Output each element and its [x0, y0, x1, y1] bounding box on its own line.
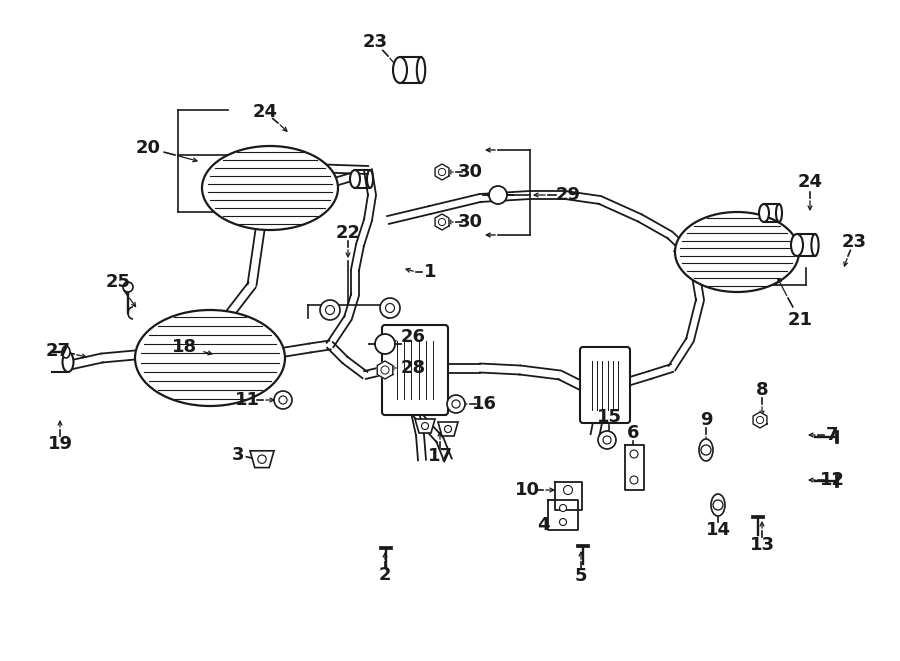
Text: 21: 21 — [788, 311, 813, 329]
Polygon shape — [435, 214, 449, 230]
Text: 30: 30 — [457, 213, 482, 231]
Text: 30: 30 — [457, 163, 482, 181]
Polygon shape — [435, 164, 449, 180]
FancyBboxPatch shape — [580, 347, 630, 423]
Text: 12: 12 — [820, 471, 844, 489]
Ellipse shape — [135, 310, 285, 406]
Text: 16: 16 — [472, 395, 497, 413]
Circle shape — [274, 391, 292, 409]
Text: 25: 25 — [105, 273, 130, 291]
Circle shape — [603, 436, 611, 444]
Text: 22: 22 — [336, 224, 361, 242]
Circle shape — [421, 422, 428, 430]
Circle shape — [713, 500, 723, 510]
Circle shape — [380, 298, 400, 318]
Circle shape — [560, 504, 566, 512]
Circle shape — [563, 485, 572, 494]
Text: 23: 23 — [842, 233, 867, 251]
Circle shape — [320, 300, 340, 320]
Polygon shape — [415, 419, 435, 433]
Text: 24: 24 — [797, 173, 823, 191]
Polygon shape — [250, 451, 274, 467]
Ellipse shape — [62, 346, 70, 358]
Text: 20: 20 — [136, 139, 160, 157]
Circle shape — [452, 400, 460, 408]
Circle shape — [598, 431, 616, 449]
Text: 27: 27 — [46, 342, 70, 360]
Text: 2: 2 — [379, 566, 392, 584]
Circle shape — [489, 186, 507, 204]
Circle shape — [701, 445, 711, 455]
Text: 23: 23 — [363, 33, 388, 51]
Text: 28: 28 — [400, 359, 426, 377]
Text: 6: 6 — [626, 424, 639, 442]
Text: 9: 9 — [700, 411, 712, 429]
Text: 7: 7 — [826, 426, 838, 444]
Ellipse shape — [791, 234, 803, 256]
Text: 29: 29 — [555, 186, 580, 204]
Text: 4: 4 — [536, 516, 549, 534]
Text: 5: 5 — [575, 567, 587, 585]
Circle shape — [756, 416, 763, 424]
Circle shape — [381, 366, 389, 374]
Ellipse shape — [759, 204, 769, 222]
Polygon shape — [625, 445, 644, 490]
Circle shape — [560, 518, 566, 525]
Text: 18: 18 — [173, 338, 198, 356]
Ellipse shape — [62, 352, 74, 372]
Circle shape — [438, 169, 446, 176]
Ellipse shape — [350, 170, 360, 188]
FancyBboxPatch shape — [382, 325, 448, 415]
Polygon shape — [555, 482, 582, 510]
Circle shape — [630, 476, 638, 484]
Text: 26: 26 — [400, 328, 426, 346]
Polygon shape — [377, 361, 392, 379]
Circle shape — [630, 450, 638, 458]
Text: 17: 17 — [428, 447, 453, 465]
Text: 24: 24 — [253, 103, 277, 121]
Circle shape — [279, 396, 287, 404]
Ellipse shape — [699, 439, 713, 461]
Text: 19: 19 — [48, 435, 73, 453]
Circle shape — [326, 305, 335, 315]
Circle shape — [385, 303, 394, 313]
Circle shape — [257, 455, 266, 463]
Text: 14: 14 — [706, 521, 731, 539]
Text: 8: 8 — [756, 381, 769, 399]
Ellipse shape — [202, 146, 338, 230]
Circle shape — [447, 395, 465, 413]
Polygon shape — [438, 422, 458, 436]
Circle shape — [445, 426, 452, 432]
Circle shape — [123, 282, 133, 292]
Text: 13: 13 — [750, 536, 775, 554]
Text: 15: 15 — [597, 408, 622, 426]
Text: 1: 1 — [424, 263, 436, 281]
Polygon shape — [753, 412, 767, 428]
Text: 3: 3 — [232, 446, 244, 464]
Ellipse shape — [711, 494, 725, 516]
Circle shape — [375, 334, 395, 354]
Ellipse shape — [393, 57, 407, 83]
Text: 11: 11 — [235, 391, 259, 409]
Polygon shape — [548, 500, 578, 530]
Circle shape — [438, 218, 446, 225]
Ellipse shape — [675, 212, 799, 292]
Text: 10: 10 — [515, 481, 539, 499]
